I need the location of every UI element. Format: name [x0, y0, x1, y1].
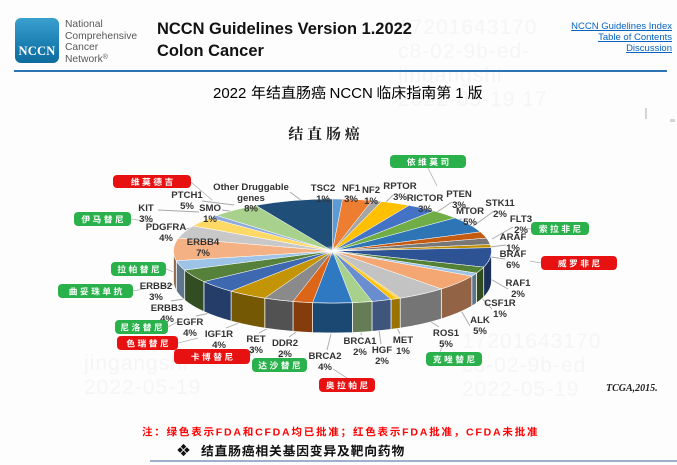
svg-text:PTCH1: PTCH1	[171, 190, 203, 201]
svg-text:ERBB3: ERBB3	[151, 303, 184, 314]
svg-text:ERBB2: ERBB2	[140, 281, 173, 292]
svg-text:3%: 3%	[393, 192, 407, 203]
svg-text:CFDA: CFDA	[255, 427, 291, 439]
svg-text:4%: 4%	[159, 233, 173, 244]
svg-text:KIT: KIT	[138, 203, 154, 214]
svg-text:NCCN: NCCN	[330, 85, 373, 102]
svg-text:TSC2: TSC2	[311, 183, 336, 194]
svg-text:TCGA,2015.: TCGA,2015.	[606, 383, 658, 394]
svg-text:RICTOR: RICTOR	[407, 193, 444, 204]
svg-text:4%: 4%	[160, 314, 174, 325]
svg-text:PDGFRA: PDGFRA	[146, 222, 187, 233]
svg-text:IGF1R: IGF1R	[205, 329, 233, 340]
svg-text:1%: 1%	[364, 196, 378, 207]
svg-text:3%: 3%	[249, 345, 263, 356]
svg-text:genes: genes	[237, 193, 265, 204]
svg-text:5%: 5%	[463, 217, 477, 228]
svg-text:ROS1: ROS1	[433, 328, 460, 339]
svg-text:4%: 4%	[183, 328, 197, 339]
svg-text:NF2: NF2	[362, 185, 380, 196]
svg-text:3%: 3%	[418, 204, 432, 215]
svg-text:SMO: SMO	[199, 203, 221, 214]
svg-text:1%: 1%	[396, 346, 410, 357]
svg-text:HGF: HGF	[372, 345, 392, 356]
svg-text:1%: 1%	[203, 214, 217, 225]
svg-text:1%: 1%	[493, 309, 507, 320]
svg-text:5%: 5%	[180, 201, 194, 212]
svg-text:CFDA: CFDA	[466, 427, 502, 439]
svg-text:4%: 4%	[318, 362, 332, 373]
svg-text:RAF1: RAF1	[505, 278, 531, 289]
svg-text:1%: 1%	[506, 243, 520, 254]
svg-text:ARAF: ARAF	[500, 232, 527, 243]
svg-text:2022: 2022	[213, 85, 246, 102]
svg-text:MET: MET	[393, 335, 413, 346]
svg-text:5%: 5%	[439, 339, 453, 350]
svg-text:3%: 3%	[149, 292, 163, 303]
svg-text:2%: 2%	[375, 356, 389, 367]
svg-text:FDA: FDA	[216, 427, 243, 439]
svg-text:CSF1R: CSF1R	[484, 298, 516, 309]
svg-text:ERBB4: ERBB4	[187, 237, 220, 248]
svg-text:7%: 7%	[196, 248, 210, 259]
svg-text:2%: 2%	[511, 289, 525, 300]
svg-text:BRCA1: BRCA1	[343, 336, 377, 347]
svg-text:3%: 3%	[452, 200, 466, 211]
svg-text:STK11: STK11	[485, 198, 515, 209]
svg-text:Other Druggable: Other Druggable	[213, 182, 289, 193]
svg-text:5%: 5%	[473, 326, 487, 337]
svg-text:RET: RET	[246, 334, 265, 345]
svg-text:PTEN: PTEN	[446, 189, 472, 200]
svg-text:1: 1	[455, 85, 463, 102]
svg-text:2%: 2%	[278, 349, 292, 360]
svg-text:BRAF: BRAF	[500, 249, 527, 260]
svg-text:1%: 1%	[316, 194, 330, 205]
svg-text:RPTOR: RPTOR	[383, 181, 416, 192]
svg-text:8%: 8%	[244, 204, 258, 215]
svg-text:BRCA2: BRCA2	[308, 351, 341, 362]
svg-text:ALK: ALK	[470, 315, 490, 326]
svg-text:FDA: FDA	[402, 427, 429, 439]
svg-text:FLT3: FLT3	[510, 214, 532, 225]
svg-text:2%: 2%	[514, 225, 528, 236]
svg-text:2%: 2%	[353, 347, 367, 358]
svg-text:3%: 3%	[344, 194, 358, 205]
svg-text:3%: 3%	[139, 214, 153, 225]
svg-text:DDR2: DDR2	[272, 338, 298, 349]
svg-text:2%: 2%	[493, 209, 507, 220]
svg-text:MTOR: MTOR	[456, 206, 484, 217]
svg-text:NF1: NF1	[342, 183, 361, 194]
svg-text:6%: 6%	[506, 260, 520, 271]
svg-text:EGFR: EGFR	[177, 317, 204, 328]
svg-text:4%: 4%	[212, 340, 226, 351]
